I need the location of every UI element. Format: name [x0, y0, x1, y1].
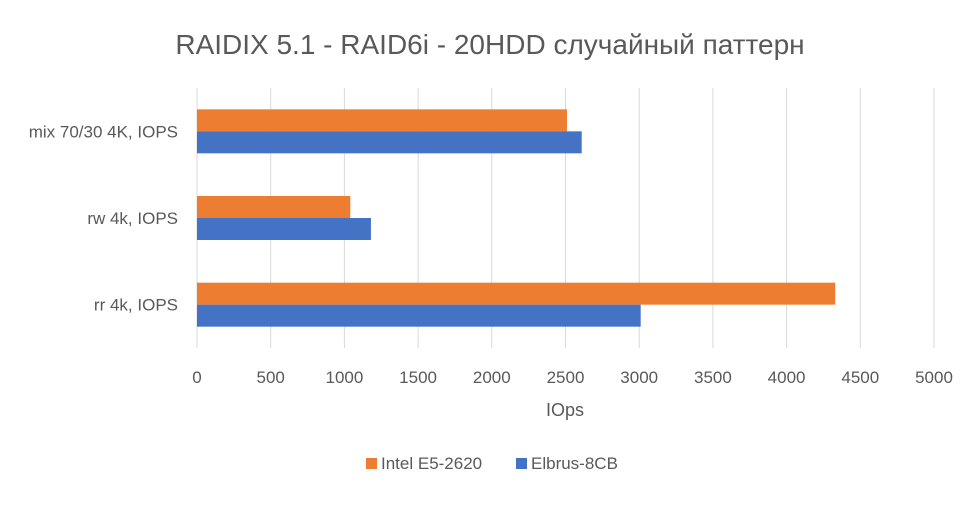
bar	[197, 218, 371, 240]
x-tick-label: 3500	[694, 368, 732, 387]
category-label: mix 70/30 4K, IOPS	[29, 122, 178, 141]
bar	[197, 131, 582, 154]
x-tick-label: 1000	[325, 368, 363, 387]
chart-title: RAIDIX 5.1 - RAID6i - 20HDD случайный па…	[175, 29, 804, 60]
x-tick-label: 4500	[841, 368, 879, 387]
x-tick-label: 5000	[915, 368, 953, 387]
category-label: rr 4k, IOPS	[94, 296, 178, 315]
bar	[197, 109, 567, 132]
legend-swatch	[366, 458, 377, 469]
legend-swatch	[516, 458, 527, 469]
x-tick-label: 2500	[547, 368, 585, 387]
x-tick-label: 4000	[768, 368, 806, 387]
x-tick-label: 2000	[473, 368, 511, 387]
legend-label: Intel E5-2620	[381, 454, 482, 473]
bars	[197, 109, 836, 327]
category-labels: mix 70/30 4K, IOPS rw 4k, IOPS rr 4k, IOPS	[29, 122, 178, 314]
bar	[197, 196, 351, 218]
x-axis-title: IOps	[546, 400, 584, 420]
x-tick-label: 0	[192, 368, 201, 387]
bar	[197, 282, 836, 305]
legend-label: Elbrus-8CB	[531, 454, 618, 473]
x-tick-labels: 0 500 1000 1500 2000 2500 3000 3500 4000 4500 5000	[192, 368, 953, 387]
bar	[197, 304, 641, 327]
x-tick-label: 500	[257, 368, 285, 387]
x-tick-label: 3000	[620, 368, 658, 387]
x-tick-label: 1500	[399, 368, 437, 387]
legend: Intel E5-2620 Elbrus-8CB	[366, 454, 618, 473]
category-label: rw 4k, IOPS	[87, 209, 178, 228]
